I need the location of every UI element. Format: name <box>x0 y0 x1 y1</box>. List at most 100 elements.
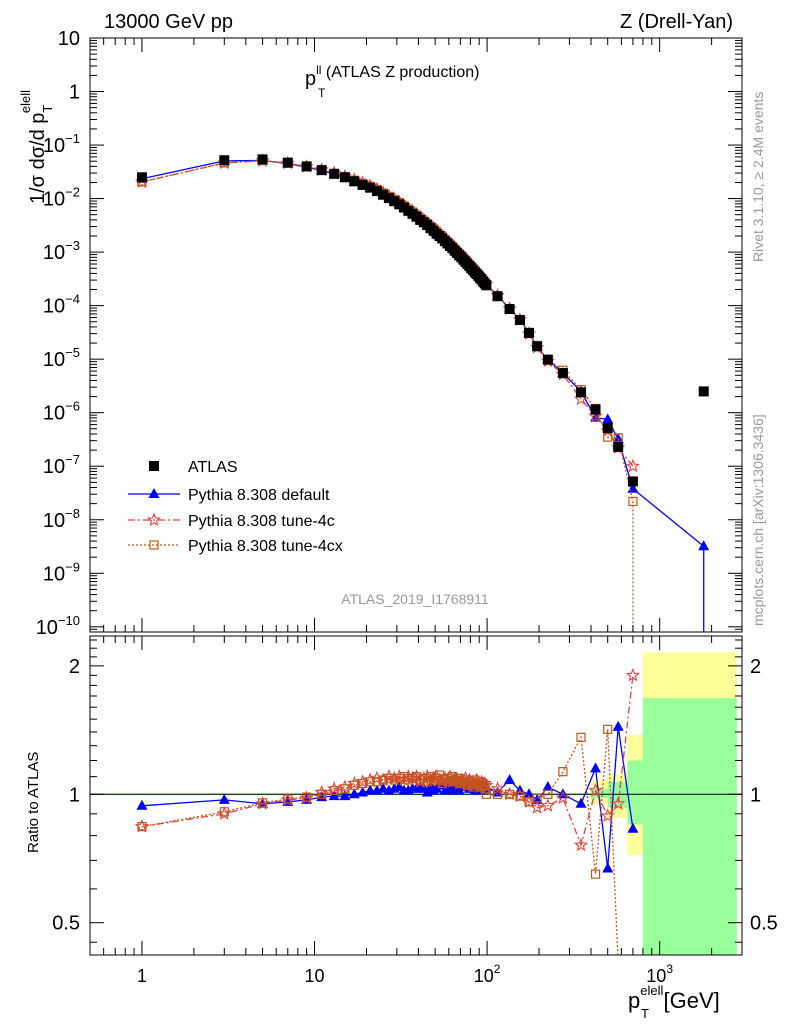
ratio-point <box>481 789 491 799</box>
x-tick-label: 102 <box>474 962 501 986</box>
data-point <box>339 172 350 183</box>
legend-label: ATLAS <box>188 459 238 476</box>
y-tick-label-base: 10 <box>43 189 65 211</box>
ratio-point <box>590 869 601 879</box>
x-tick-label: 103 <box>646 962 673 986</box>
axes: 1 10 102 10310110−110−210−310−410−510−610−7… <box>36 28 778 986</box>
main-plot-frame <box>89 37 743 633</box>
header-right: Z (Drell-Yan) <box>620 11 733 33</box>
ratio-point <box>394 773 404 783</box>
y-tick-label-exponent: −6 <box>65 399 80 414</box>
ratio-point <box>575 797 587 808</box>
ratio-point <box>136 799 148 810</box>
data-point <box>603 432 613 442</box>
y-tick-label: 1 <box>69 82 80 104</box>
y-label-base: 1/σ dσ/d p <box>27 113 49 204</box>
ratio-point <box>429 775 439 785</box>
ratio-point <box>532 793 542 803</box>
y-tick-label: 10−2 <box>43 185 80 211</box>
ratio-series-pythia-8-308-tune-4cx <box>137 724 637 968</box>
y-tick-label-base: 10 <box>43 403 65 425</box>
data-point <box>357 179 368 190</box>
title-sup: ll <box>316 63 321 77</box>
data-point <box>257 154 268 165</box>
ratio-point <box>627 822 639 833</box>
data-point <box>378 189 389 200</box>
y-axis-label-text: 1/σ dσ/d pTelell <box>18 90 55 204</box>
ratio-point <box>378 775 388 785</box>
header-left: 13000 GeV pp <box>104 11 233 33</box>
ratio-point <box>588 783 603 797</box>
ratio-point <box>625 667 641 682</box>
x-label-sup: elell <box>640 983 663 998</box>
y-tick-label-exponent: −9 <box>65 559 80 574</box>
ratio-point <box>629 960 637 968</box>
data-point <box>136 172 147 183</box>
ratio-point <box>542 781 554 792</box>
data-point <box>542 354 553 365</box>
y-tick-label: 10−7 <box>43 452 80 478</box>
ratio-point <box>365 777 375 787</box>
ratio-point <box>137 821 147 832</box>
ratio-y-tick-label: 0.5 <box>52 913 80 935</box>
ratio-point <box>348 788 360 799</box>
side-label-rivet: Rivet 3.1.10, ≥ 2.4M events <box>750 92 766 262</box>
legend: ATLAS Pythia 8.308 default Pythia 8.308 tu… <box>128 459 343 555</box>
ratio-point <box>422 777 432 787</box>
data-point <box>383 193 394 204</box>
data-point <box>602 413 614 424</box>
ratio-point <box>340 784 350 794</box>
main-plot-title: pll (ATLAS Z production) <box>305 63 479 90</box>
data-point <box>514 314 525 325</box>
data-point <box>365 182 376 193</box>
y-tick-label-base: 10 <box>43 349 65 371</box>
ratio-point <box>543 789 553 799</box>
y-tick-label-base: 10 <box>58 28 80 50</box>
y-tick-label-exponent: −4 <box>65 292 80 307</box>
ratio-point <box>218 793 230 804</box>
analysis-watermark: ATLAS_2019_I1768911 <box>341 591 489 607</box>
ratio-point <box>389 775 399 785</box>
ratio-series-pythia-8-308-default <box>136 720 639 873</box>
x-tick-label: 1 <box>137 966 147 986</box>
data-point <box>282 157 293 168</box>
title-sub: T <box>318 86 326 100</box>
ratio-plot-frame <box>89 635 743 956</box>
stat-uncertainty-band <box>627 760 643 825</box>
y-tick-label-base: 10 <box>43 296 65 318</box>
ratio-point <box>329 786 339 796</box>
y-tick-label: 10−10 <box>36 613 80 639</box>
ratio-point <box>603 724 613 734</box>
ratio-point <box>317 789 327 799</box>
legend-marker <box>146 512 162 527</box>
ratio-point <box>339 790 351 801</box>
ratio-point <box>614 960 622 968</box>
y-axis-label-main: 1/σ dσ/d pTelell <box>18 90 55 204</box>
y-tick-label: 10−9 <box>43 559 80 585</box>
y-tick-label-base: 1 <box>69 82 80 104</box>
ratio-point <box>573 837 589 852</box>
y-tick-label-exponent: −2 <box>65 185 80 200</box>
y-tick-label-exponent: −8 <box>65 506 80 521</box>
legend-marker <box>149 540 159 550</box>
y-tick-label: 10−6 <box>43 399 80 425</box>
ratio-y-tick-label-right: 2 <box>750 656 761 678</box>
y-tick-label: 10−5 <box>43 345 80 371</box>
data-point <box>698 540 710 551</box>
stat-uncertainty-band <box>642 698 737 955</box>
data-point <box>349 176 360 187</box>
data-point <box>532 341 543 352</box>
data-point <box>575 387 586 398</box>
x-label-sub: T <box>641 1006 649 1021</box>
y-tick-label-exponent: −3 <box>65 238 80 253</box>
ratio-line <box>141 729 619 955</box>
x-tick-label: 10 <box>305 966 325 986</box>
x-axis-label: pelell [GeV] <box>628 983 720 1013</box>
ratio-point <box>302 792 312 802</box>
ratio-point <box>515 791 525 801</box>
y-tick-label-base: 10 <box>43 135 65 157</box>
ratio-point <box>504 774 516 785</box>
y-tick-label-base: 10 <box>43 242 65 264</box>
data-point <box>627 476 638 487</box>
ratio-point <box>425 772 436 782</box>
